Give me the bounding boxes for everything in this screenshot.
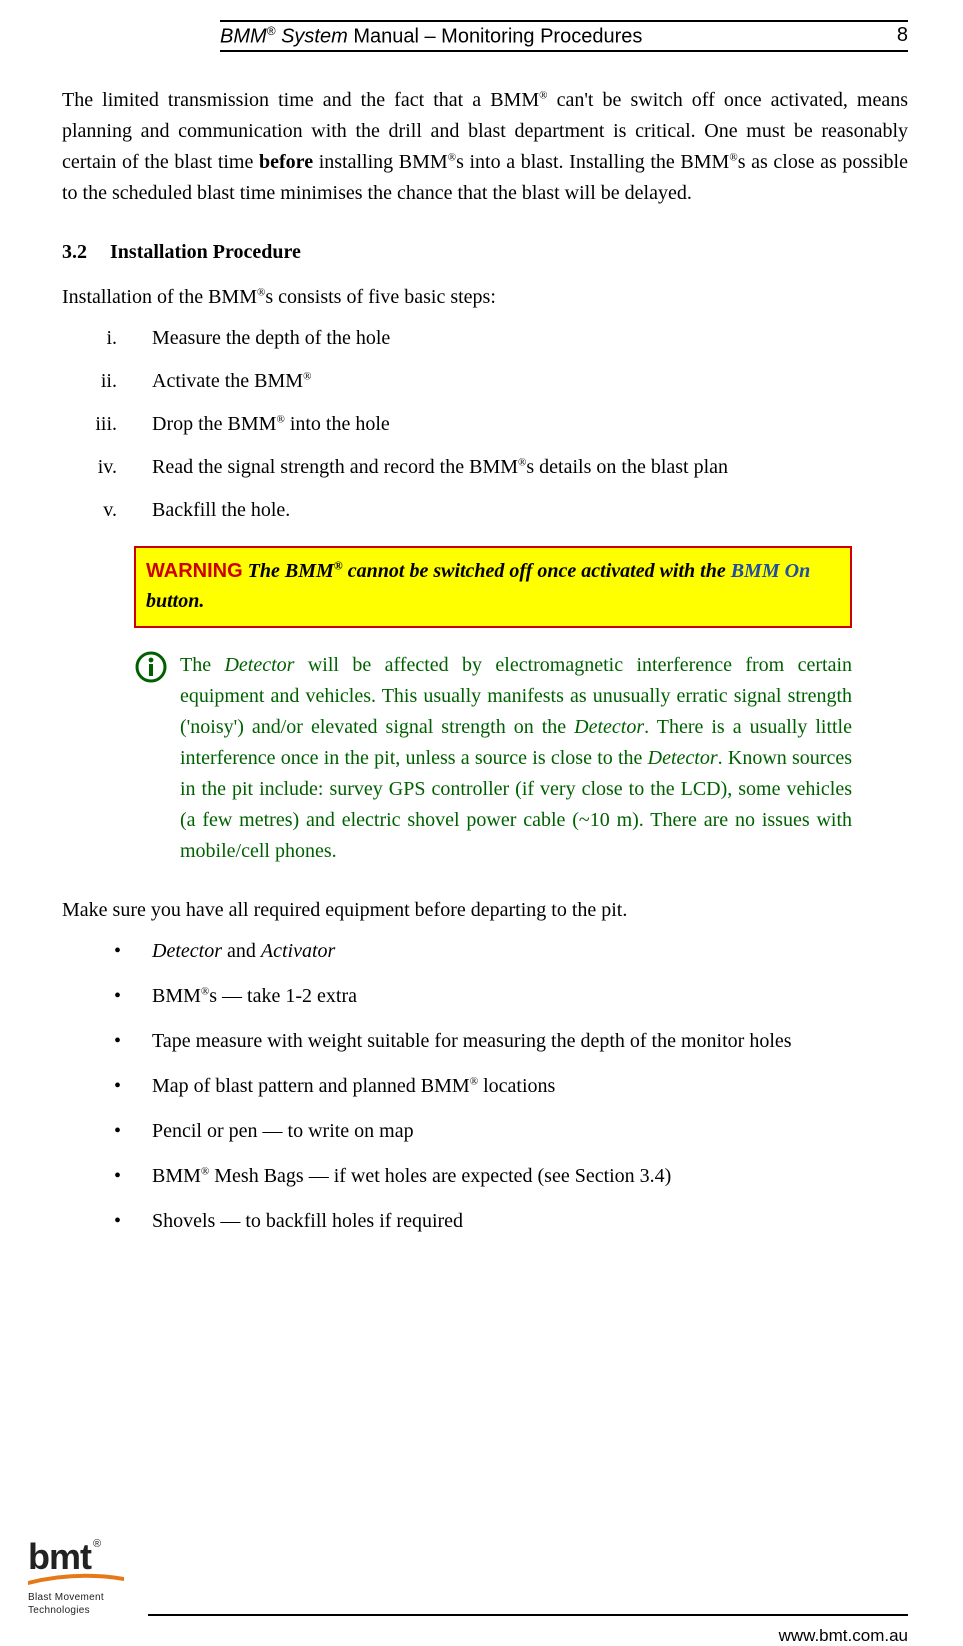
list-item: v. Backfill the hole. — [62, 495, 908, 526]
header-title-system: System — [276, 26, 348, 48]
intro-paragraph: The limited transmission time and the fa… — [62, 85, 908, 209]
roman-numeral: iv. — [62, 452, 117, 483]
list-item: BMM®s — take 1-2 extra — [62, 981, 908, 1012]
header-title-prefix: BMM — [220, 26, 267, 48]
roman-numeral: ii. — [62, 366, 117, 397]
list-item: Detector and Activator — [62, 936, 908, 967]
section-number: 3.2 — [62, 241, 110, 264]
info-note: The Detector will be affected by electro… — [134, 650, 852, 867]
info-text: The Detector will be affected by electro… — [180, 650, 852, 867]
header-title-rest: Manual – Monitoring Procedures — [348, 26, 643, 48]
equipment-list: Detector and Activator BMM®s — take 1-2 e… — [62, 936, 908, 1237]
list-item: BMM® Mesh Bags — if wet holes are expect… — [62, 1161, 908, 1192]
logo-tagline-1: Blast Movement — [28, 1592, 138, 1603]
header-top-line — [220, 20, 908, 22]
footer-logo: bmt ® Blast Movement Technologies — [28, 1536, 138, 1616]
equipment-intro: Make sure you have all required equipmen… — [62, 895, 908, 926]
logo-reg-icon: ® — [93, 1538, 101, 1550]
list-item-text: Read the signal strength and record the … — [152, 456, 728, 478]
list-item-text: Drop the BMM® into the hole — [152, 413, 390, 435]
info-icon — [134, 650, 180, 689]
roman-list: i. Measure the depth of the hole ii. Activa… — [62, 323, 908, 526]
warning-container: WARNING The BMM® cannot be switched off … — [134, 546, 852, 628]
section-heading: 3.2Installation Procedure — [62, 241, 908, 264]
footer-url: www.bmt.com.au — [779, 1626, 908, 1646]
header-page-number: 8 — [897, 24, 908, 47]
list-item-text: Measure the depth of the hole — [152, 327, 390, 349]
header-title: BMM® System Manual – Monitoring Procedur… — [220, 24, 642, 49]
header-bottom-line — [220, 50, 908, 52]
list-item: ii. Activate the BMM® — [62, 366, 908, 397]
header-title-reg: ® — [267, 24, 276, 38]
installation-intro-line: Installation of the BMM®s consists of fi… — [62, 282, 908, 313]
roman-numeral: iii. — [62, 409, 117, 440]
list-item: Map of blast pattern and planned BMM® lo… — [62, 1071, 908, 1102]
list-item: Pencil or pen — to write on map — [62, 1116, 908, 1147]
page-content: The limited transmission time and the fa… — [62, 85, 908, 1251]
list-item: Shovels — to backfill holes if required — [62, 1206, 908, 1237]
section-title: Installation Procedure — [110, 241, 301, 263]
logo-swoosh-icon — [28, 1572, 138, 1590]
list-item: iii. Drop the BMM® into the hole — [62, 409, 908, 440]
warning-text: The BMM® cannot be switched off once act… — [146, 560, 810, 612]
list-item-text: Activate the BMM® — [152, 370, 311, 392]
document-page: BMM® System Manual – Monitoring Procedur… — [0, 0, 963, 1632]
warning-label: WARNING — [146, 560, 243, 582]
list-item: iv. Read the signal strength and record t… — [62, 452, 908, 483]
logo-tagline-2: Technologies — [28, 1605, 138, 1616]
list-item: i. Measure the depth of the hole — [62, 323, 908, 354]
roman-numeral: i. — [62, 323, 117, 354]
list-item: Tape measure with weight suitable for me… — [62, 1026, 908, 1057]
list-item-text: Backfill the hole. — [152, 499, 290, 521]
roman-numeral: v. — [62, 495, 117, 526]
warning-box: WARNING The BMM® cannot be switched off … — [134, 546, 852, 628]
footer-line — [148, 1614, 908, 1616]
